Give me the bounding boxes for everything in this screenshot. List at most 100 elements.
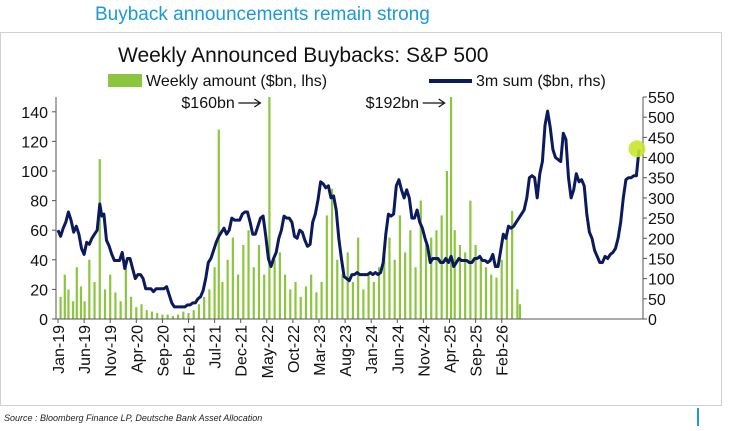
- bar: [424, 245, 428, 319]
- bar: [479, 259, 482, 319]
- bar: [351, 282, 355, 319]
- right-tick-label: 50: [648, 292, 666, 309]
- right-tick-label: 250: [648, 211, 675, 228]
- legend-bar-swatch: [108, 74, 142, 87]
- x-tick-label: Sep-20: [155, 325, 172, 377]
- bar: [103, 289, 107, 319]
- chart-frame: [0, 32, 722, 406]
- bar: [231, 237, 234, 319]
- bar: [330, 188, 334, 319]
- annotation-arrow-head: [438, 98, 446, 108]
- x-tick-label: May-22: [260, 325, 277, 378]
- right-tick-label: 300: [648, 191, 675, 208]
- left-tick-label: 0: [39, 312, 48, 329]
- bar: [484, 267, 488, 319]
- bar: [93, 282, 96, 319]
- bar: [490, 274, 493, 319]
- x-tick-label: Jan-24: [364, 325, 381, 374]
- bar: [135, 307, 138, 319]
- right-tick-label: 350: [648, 171, 675, 188]
- x-tick-label: Nov-19: [103, 325, 120, 377]
- x-tick-label: Apr-25: [443, 325, 460, 373]
- bar: [182, 311, 185, 319]
- bar: [453, 230, 456, 319]
- bar: [263, 274, 266, 319]
- legend-line-label: 3m sum ($bn, rhs): [476, 73, 606, 90]
- bar: [140, 304, 143, 319]
- bar: [505, 237, 509, 319]
- line-series: [56, 109, 646, 309]
- bar: [299, 296, 302, 319]
- bar: [346, 252, 349, 319]
- x-tick-label: Sep-25: [469, 325, 486, 377]
- bar: [268, 97, 271, 319]
- x-tick-label: Dec-21: [234, 325, 251, 377]
- bar: [150, 311, 154, 319]
- bar: [445, 171, 448, 319]
- bar: [304, 286, 308, 319]
- bar: [294, 282, 297, 319]
- highlight-marker: [628, 140, 646, 158]
- right-tick-label: 100: [648, 272, 675, 289]
- bar: [109, 274, 112, 319]
- bar: [289, 289, 292, 319]
- bar: [315, 292, 318, 319]
- bar: [383, 252, 386, 319]
- bar-series: [59, 97, 522, 319]
- left-tick-label: 120: [21, 134, 48, 151]
- legend-bar-label: Weekly amount ($bn, lhs): [146, 73, 327, 90]
- bar: [203, 296, 206, 319]
- source-note: Source : Bloomberg Finance LP, Deutsche …: [4, 413, 263, 423]
- right-tick-label: 450: [648, 130, 675, 147]
- bar: [495, 277, 498, 319]
- bar: [242, 245, 245, 319]
- bar: [221, 282, 224, 319]
- bar: [192, 310, 195, 319]
- bar: [119, 301, 122, 319]
- bar: [156, 313, 159, 319]
- right-tick-label: 500: [648, 110, 675, 127]
- bar: [59, 296, 62, 319]
- page-header-title: Buyback announcements remain strong: [95, 4, 430, 25]
- x-tick-label: Jun-19: [77, 325, 94, 374]
- bar: [83, 301, 86, 319]
- bar: [217, 129, 220, 319]
- bar: [252, 267, 255, 319]
- annotation-label: $192bn: [366, 95, 419, 112]
- bar: [414, 267, 417, 319]
- bar: [341, 274, 344, 319]
- bar: [166, 314, 169, 319]
- bar: [362, 289, 365, 319]
- bar: [367, 274, 370, 319]
- x-tick-label: Feb-26: [495, 325, 512, 376]
- bar: [393, 259, 396, 319]
- bar: [474, 245, 477, 319]
- bar: [145, 310, 148, 319]
- bar: [176, 314, 180, 319]
- bar: [388, 237, 391, 319]
- bar: [88, 259, 91, 319]
- bar: [409, 230, 412, 319]
- bar: [63, 274, 66, 319]
- bar: [283, 274, 287, 319]
- corner-accent-mark: [697, 408, 699, 426]
- bar: [171, 316, 174, 319]
- bar: [247, 230, 250, 319]
- bar: [320, 282, 323, 319]
- right-tick-label: 150: [648, 251, 675, 268]
- right-tick-label: 0: [648, 312, 657, 329]
- bar: [469, 200, 472, 319]
- bar: [458, 245, 462, 319]
- x-tick-label: Nov-24: [416, 325, 433, 377]
- left-tick-label: 20: [30, 282, 48, 299]
- right-tick-label: 400: [648, 151, 675, 168]
- left-tick-label: 60: [30, 223, 48, 240]
- bar: [236, 274, 240, 319]
- bar: [278, 252, 281, 319]
- x-tick-label: Apr-20: [129, 325, 146, 373]
- bar: [357, 237, 360, 319]
- right-tick-label: 200: [648, 231, 675, 248]
- bar: [377, 267, 381, 319]
- bar: [511, 210, 514, 319]
- bar: [372, 282, 375, 319]
